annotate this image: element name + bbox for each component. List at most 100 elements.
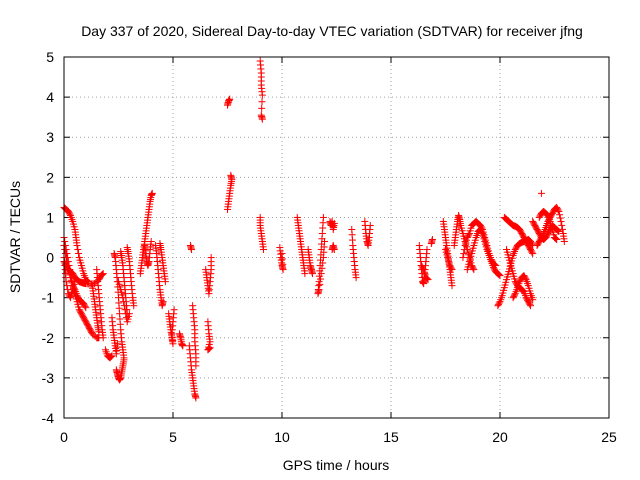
data-point (316, 275, 324, 283)
data-point (205, 345, 213, 353)
data-point (207, 254, 215, 262)
grid-lines (64, 57, 609, 418)
data-point (460, 246, 468, 254)
data-point (66, 292, 74, 300)
data-point (555, 227, 563, 235)
data-points (60, 57, 568, 402)
data-point (170, 306, 178, 314)
data-point (556, 211, 564, 219)
x-tick-labels: 0 5 10 15 20 25 (60, 429, 617, 445)
data-point (529, 250, 537, 258)
x-axis-label: GPS time / hours (283, 457, 390, 473)
data-point (74, 245, 82, 253)
data-point (551, 234, 559, 242)
data-point (419, 264, 427, 272)
data-point (147, 238, 155, 246)
data-point (108, 352, 116, 360)
data-point (478, 228, 486, 236)
data-point (423, 275, 431, 283)
data-point (330, 219, 338, 227)
data-point (130, 302, 138, 310)
data-point (99, 334, 107, 342)
data-point (465, 231, 473, 239)
data-point (537, 189, 545, 197)
y-tick-labels: -4 -3 -2 -1 0 1 2 3 4 5 (42, 49, 55, 426)
data-point (352, 274, 360, 282)
data-point (554, 206, 562, 214)
y-tick-label: -1 (42, 290, 55, 306)
y-tick-label: 3 (46, 129, 54, 145)
data-point (161, 278, 169, 286)
data-point (321, 238, 329, 246)
data-point (553, 236, 561, 244)
data-point (81, 302, 89, 310)
data-point (469, 264, 477, 272)
data-point (556, 214, 564, 222)
data-point (447, 264, 455, 272)
data-point (315, 286, 323, 294)
data-point (495, 271, 503, 279)
data-point (179, 342, 187, 350)
data-point (258, 115, 266, 123)
x-tick-label: 5 (169, 429, 177, 445)
data-point (71, 278, 79, 286)
data-point (428, 236, 436, 244)
data-point (227, 171, 235, 179)
data-point (226, 95, 234, 103)
data-point (554, 227, 562, 235)
data-point (120, 356, 128, 364)
data-point (529, 296, 537, 304)
data-point (558, 225, 566, 233)
data-point (120, 302, 128, 310)
y-tick-label: 2 (46, 169, 54, 185)
x-tick-label: 15 (383, 429, 399, 445)
data-point (206, 344, 214, 352)
data-point (511, 291, 519, 299)
data-point (82, 304, 90, 312)
y-tick-label: 0 (46, 250, 54, 266)
data-point (278, 250, 286, 258)
data-point (424, 276, 432, 284)
data-point (539, 231, 547, 239)
data-point (558, 221, 566, 229)
data-point (448, 282, 456, 290)
chart-title: Day 337 of 2020, Sidereal Day-to-day VTE… (81, 23, 583, 39)
data-point (98, 270, 106, 278)
y-tick-label: -2 (42, 330, 55, 346)
data-point (98, 271, 106, 279)
data-point (496, 272, 504, 280)
data-point (259, 246, 267, 254)
data-point (552, 235, 560, 243)
data-point (423, 246, 431, 254)
data-point (521, 274, 529, 282)
data-point (107, 353, 115, 361)
data-point (330, 246, 338, 254)
data-point (423, 274, 431, 282)
y-tick-label: 5 (46, 49, 54, 65)
y-tick-label: 4 (46, 89, 54, 105)
data-point (318, 264, 326, 272)
data-point (106, 353, 114, 361)
data-point (119, 294, 127, 302)
data-point (309, 270, 317, 278)
data-point (527, 302, 535, 310)
data-point (159, 298, 167, 306)
data-point (61, 237, 69, 245)
data-point (557, 217, 565, 225)
data-point (317, 270, 325, 278)
y-tick-label: -3 (42, 370, 55, 386)
x-tick-label: 20 (492, 429, 508, 445)
data-point (258, 91, 266, 99)
x-tick-label: 10 (274, 429, 290, 445)
data-point (316, 280, 324, 288)
data-point (319, 259, 327, 267)
data-point (258, 98, 266, 106)
data-point (448, 266, 456, 274)
data-point (66, 210, 74, 218)
data-point (495, 270, 503, 278)
data-point (555, 207, 563, 215)
data-point (95, 328, 103, 336)
data-point (560, 238, 568, 246)
data-point (113, 340, 121, 348)
